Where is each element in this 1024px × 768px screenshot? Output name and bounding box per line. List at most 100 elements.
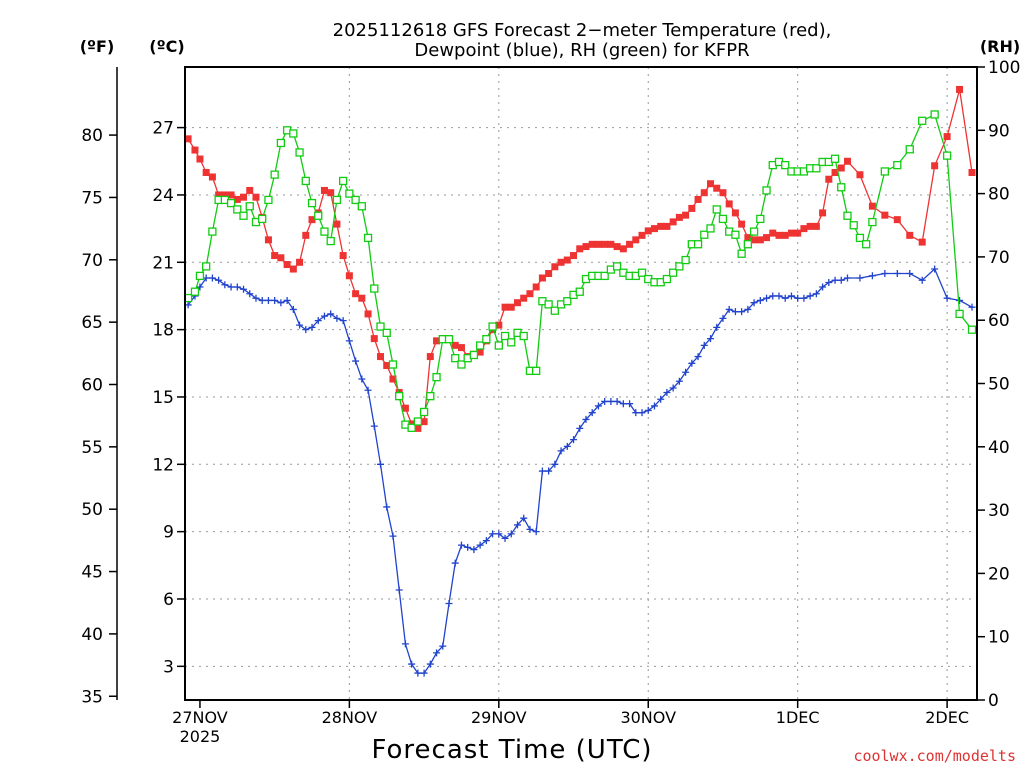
temperature-point xyxy=(731,209,739,217)
temperature-point xyxy=(576,245,584,253)
rh-point xyxy=(432,373,441,382)
dewpoint-point xyxy=(943,294,951,302)
dewpoint-point xyxy=(794,294,802,302)
dewpoint-point xyxy=(719,314,727,322)
rh-point xyxy=(488,322,497,331)
dewpoint-point xyxy=(327,310,335,318)
dewpoint-point xyxy=(345,337,353,345)
dewpoint-point xyxy=(750,299,758,307)
dewpoint-point xyxy=(688,359,696,367)
rh-point xyxy=(413,417,423,426)
rh-point xyxy=(967,325,977,334)
temperature-point xyxy=(968,169,976,176)
c-tick-label: 21 xyxy=(152,253,174,273)
c-tick-label: 15 xyxy=(152,388,174,408)
rh-point xyxy=(363,233,373,243)
rh-point xyxy=(762,186,771,195)
dewpoint-point xyxy=(233,283,241,291)
dewpoint-point xyxy=(370,422,378,430)
f-tick-label: 35 xyxy=(81,687,103,707)
temperature-point xyxy=(308,216,316,224)
dewpoint-point xyxy=(582,415,590,423)
plot-frame xyxy=(184,66,978,701)
celsius-unit-label: (ºC) xyxy=(149,37,184,56)
rh-tick-label: 100 xyxy=(988,58,1020,78)
dewpoint-point xyxy=(339,317,347,325)
dewpoint-point xyxy=(675,377,683,385)
dewpoint-point xyxy=(221,281,229,289)
temperature-point xyxy=(358,294,366,302)
rh-point xyxy=(270,170,279,179)
temperature-point xyxy=(513,299,521,307)
rh-point xyxy=(905,145,914,154)
temperature-point xyxy=(775,231,783,239)
dewpoint-point xyxy=(601,397,609,405)
dewpoint-point xyxy=(769,292,777,300)
temperature-point xyxy=(457,344,465,352)
temperature-point xyxy=(507,303,515,311)
temperature-point xyxy=(856,171,864,179)
c-tick-label: 18 xyxy=(152,321,174,341)
temperature-point xyxy=(289,265,297,273)
rh-point xyxy=(868,217,877,227)
dewpoint-point xyxy=(607,397,615,405)
rh-point xyxy=(320,227,329,236)
rh-point xyxy=(469,350,479,360)
dewpoint-point xyxy=(626,400,634,408)
rh-point xyxy=(345,189,354,198)
dewpoint-point xyxy=(588,409,596,417)
dewpoint-point xyxy=(650,402,658,410)
rh-point xyxy=(637,268,647,277)
dewpoint-point xyxy=(314,317,322,325)
dewpoint-point xyxy=(532,528,540,536)
rh-point xyxy=(693,240,703,249)
dewpoint-point xyxy=(545,467,553,475)
dewpoint-point xyxy=(289,305,297,313)
temperature-point xyxy=(545,270,553,278)
temperature-point xyxy=(196,155,204,163)
rh-point xyxy=(208,227,217,236)
dewpoint-point xyxy=(401,640,409,648)
dewpoint-point xyxy=(464,543,472,551)
temperature-point xyxy=(812,222,820,230)
temperature-point xyxy=(725,200,733,208)
dewpoint-point xyxy=(744,305,752,313)
dewpoint-point xyxy=(420,669,428,677)
rh-point xyxy=(444,335,454,344)
rh-point xyxy=(351,195,360,205)
temperature-point xyxy=(632,236,640,244)
temperature-point xyxy=(619,245,627,253)
dewpoint-point xyxy=(445,599,453,607)
dewpoint-point xyxy=(819,283,827,291)
temperature-point xyxy=(327,189,335,197)
dewpoint-point xyxy=(551,460,559,468)
rh-point xyxy=(756,214,765,224)
temperature-point xyxy=(370,335,378,343)
rh-point xyxy=(675,262,684,271)
rh-point xyxy=(326,236,335,246)
temperature-point xyxy=(806,222,814,230)
temperature-point xyxy=(956,85,964,93)
temperature-point xyxy=(713,184,721,192)
x-tick-label: 28NOV xyxy=(322,708,378,727)
dewpoint-point xyxy=(669,384,677,392)
x-axis-label: Forecast Time (UTC) xyxy=(371,735,652,765)
dewpoint-point xyxy=(271,296,279,304)
dewpoint-point xyxy=(812,290,820,298)
dewpoint-point xyxy=(632,409,640,417)
temperature-point xyxy=(644,227,652,235)
temperature-point xyxy=(557,258,565,266)
temperature-point xyxy=(520,294,528,302)
rh-point xyxy=(332,195,342,205)
rh-point xyxy=(563,297,572,306)
temperature-point xyxy=(682,211,690,219)
x-tick-sublabel: 2025 xyxy=(180,727,221,746)
temperature-point xyxy=(700,189,708,197)
temperature-point xyxy=(271,252,279,260)
f-tick-label: 65 xyxy=(81,313,103,333)
temperature-point xyxy=(943,133,951,141)
rh-point xyxy=(307,198,317,208)
temperature-point xyxy=(601,240,609,248)
temperature-point xyxy=(202,169,210,176)
f-tick-label: 50 xyxy=(81,500,103,520)
